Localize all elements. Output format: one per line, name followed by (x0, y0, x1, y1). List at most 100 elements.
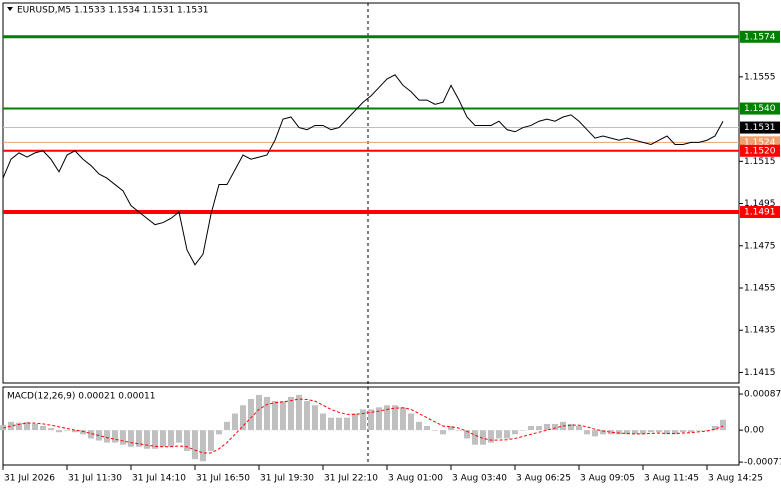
macd-bar (464, 430, 470, 439)
macd-bar (80, 430, 86, 435)
macd-bar (8, 421, 14, 431)
macd-bar (632, 430, 638, 435)
x-tick-label: 31 Jul 2026 (4, 474, 55, 484)
macd-bar (216, 430, 222, 435)
level-label-bg (740, 206, 780, 218)
level-label-bg (740, 121, 780, 134)
macd-bar (456, 430, 462, 431)
level-label: 1.1520 (744, 146, 776, 156)
macd-bar (536, 426, 542, 431)
level-label: 1.1574 (744, 32, 776, 42)
macd-bar (136, 430, 142, 447)
macd-bar (488, 430, 494, 443)
macd-bar (376, 407, 382, 431)
macd-bar (72, 430, 78, 433)
level-label: 1.1531 (744, 123, 776, 133)
macd-bar (480, 430, 486, 445)
x-tick-label: 3 Aug 14:25 (708, 474, 763, 484)
y-tick-label: 1.1435 (744, 326, 776, 336)
macd-bar (584, 430, 590, 435)
macd-bar (152, 430, 158, 449)
x-tick-label: 31 Jul 14:10 (132, 474, 186, 484)
macd-bar (424, 426, 430, 431)
macd-bar (640, 430, 646, 435)
macd-bar (56, 430, 62, 433)
macd-bar (672, 430, 678, 435)
macd-bar (208, 430, 214, 451)
macd-bar (352, 413, 358, 431)
macd-bar (296, 394, 302, 431)
macd-bar (600, 430, 606, 435)
macd-bar (320, 413, 326, 431)
macd-bar (496, 430, 502, 439)
macd-bar (32, 423, 38, 431)
y-tick-label: 1.1455 (744, 284, 776, 294)
macd-bar (360, 409, 366, 431)
level-label: 1.1491 (744, 208, 776, 218)
price-panel (2, 2, 740, 384)
macd-bar (688, 430, 694, 433)
macd-bar (120, 430, 126, 445)
macd-bar (168, 430, 174, 447)
macd-bar (528, 426, 534, 431)
macd-bar (520, 430, 526, 431)
macd-bar (720, 419, 726, 431)
x-tick-label: 3 Aug 03:40 (452, 474, 507, 484)
signal-line (2, 398, 724, 454)
macd-bar (648, 430, 654, 433)
x-tick-label: 31 Jul 16:50 (196, 474, 250, 484)
level-label: 1.1524 (744, 138, 776, 148)
macd-bar (256, 394, 262, 431)
macd-bar (576, 426, 582, 431)
macd-bar (224, 421, 230, 431)
macd-bar (592, 430, 598, 437)
macd-bar (344, 417, 350, 431)
macd-bar (240, 405, 246, 431)
macd-bar (280, 401, 286, 431)
x-tick-label: 31 Jul 22:10 (324, 474, 378, 484)
macd-bar (624, 430, 630, 435)
price-line (2, 74, 724, 266)
macd-bar (272, 401, 278, 431)
macd-bar (472, 430, 478, 445)
x-tick-label: 31 Jul 11:30 (68, 474, 122, 484)
x-tick-label: 3 Aug 06:25 (516, 474, 571, 484)
level-label-bg (740, 30, 780, 43)
x-tick-label: 31 Jul 19:30 (260, 474, 314, 484)
macd-bar (432, 430, 438, 431)
macd-bar (416, 421, 422, 431)
macd-bar (200, 430, 206, 462)
macd-bar (328, 417, 334, 431)
macd-bar (656, 430, 662, 433)
y-tick-label: 1.1555 (744, 72, 776, 82)
level-label: 1.1540 (744, 104, 776, 114)
macd-bar (504, 430, 510, 439)
macd-bar (392, 405, 398, 431)
macd-bar (608, 430, 614, 435)
macd-bar (176, 430, 182, 443)
chart-title: EURUSD,M5 1.1533 1.1534 1.1531 1.1531 (17, 6, 209, 16)
macd-bar (88, 430, 94, 439)
macd-bar (400, 407, 406, 431)
macd-bar (248, 399, 254, 431)
y-tick-label: -0.00077 (744, 458, 781, 468)
x-tick-label: 3 Aug 01:00 (388, 474, 443, 484)
macd-bar (568, 423, 574, 431)
macd-bar (512, 430, 518, 435)
macd-bar (264, 396, 270, 431)
level-label-bg (740, 102, 780, 115)
macd-bar (40, 426, 46, 431)
macd-bar (408, 413, 414, 431)
macd-bar (104, 430, 110, 443)
macd-bar (440, 430, 446, 435)
y-tick-label: 1.1475 (744, 241, 776, 251)
macd-bar (288, 396, 294, 431)
macd-bar (312, 405, 318, 431)
macd-bar (696, 430, 702, 431)
macd-bar (232, 413, 238, 431)
y-tick-label: 0.00087 (744, 390, 781, 400)
x-tick-label: 3 Aug 09:05 (580, 474, 635, 484)
macd-bar (16, 422, 22, 431)
level-label-bg (740, 144, 780, 157)
macd-bar (712, 426, 718, 431)
